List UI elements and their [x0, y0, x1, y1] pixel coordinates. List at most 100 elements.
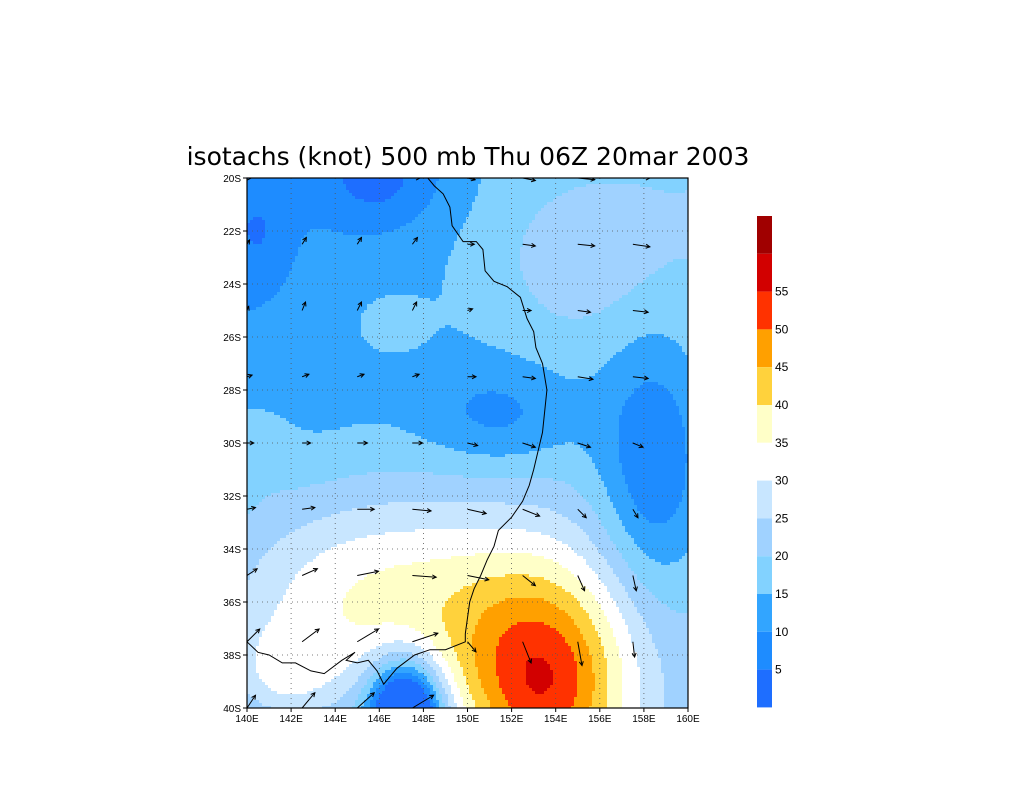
- isotach-field: [247, 178, 688, 708]
- wind-vector: [301, 628, 321, 643]
- y-axis: 20S 22S 24S 26S 28S 30S 32S 34S 36S 38S 40S: [223, 174, 247, 715]
- wind-vector: [467, 508, 488, 516]
- colorbar-swatch: [757, 631, 772, 670]
- wind-vector: [631, 641, 637, 659]
- wind-vector: [411, 301, 418, 311]
- wind-vector: [632, 375, 650, 381]
- colorbar-swatch: [757, 669, 772, 708]
- wind-vector: [522, 707, 524, 708]
- wind-vector: [301, 373, 310, 378]
- wind-vector: [412, 440, 424, 446]
- wind-vector: [577, 641, 584, 667]
- wind-vector: [412, 373, 421, 378]
- colorbar-label: 35: [775, 436, 789, 450]
- wind-vector: [522, 508, 541, 517]
- colorbar-swatch: [757, 556, 772, 594]
- y-tick-label: 30S: [223, 439, 241, 450]
- x-tick-label: 158E: [632, 714, 656, 725]
- colorbar-label: 25: [775, 511, 789, 525]
- wind-vector: [357, 440, 369, 446]
- y-tick-label: 36S: [223, 598, 241, 609]
- y-tick-label: 38S: [223, 651, 241, 662]
- colorbar-swatch: [757, 253, 772, 292]
- coastline-path: [247, 178, 548, 686]
- x-tick-label: 150E: [456, 714, 480, 725]
- wind-vector: [301, 567, 319, 576]
- wind-vector: [467, 442, 479, 448]
- wind-vector: [632, 243, 651, 249]
- y-tick-label: 26S: [223, 333, 241, 344]
- wind-vector: [247, 628, 261, 643]
- colorbar-label: 55: [775, 285, 789, 299]
- wind-vector: [247, 440, 255, 446]
- colorbar-swatch: [757, 216, 772, 254]
- wind-vector: [577, 508, 588, 519]
- x-tick-label: 142E: [279, 714, 303, 725]
- wind-vector: [577, 707, 579, 708]
- x-tick-label: 152E: [500, 714, 524, 725]
- wind-vector: [522, 308, 533, 313]
- colorbar-label: 15: [775, 587, 789, 601]
- wind-vector: [412, 694, 435, 708]
- wind-vector: [577, 376, 595, 382]
- wind-vector: [412, 508, 433, 514]
- wind-vector: [632, 575, 638, 592]
- colorbar-label: 10: [775, 625, 789, 639]
- colorbar-swatch: [757, 405, 772, 443]
- wind-vector: [357, 569, 380, 576]
- wind-vector: [522, 375, 537, 381]
- wind-vector: [412, 632, 439, 643]
- y-tick-label: 32S: [223, 492, 241, 503]
- wind-vector: [632, 508, 639, 519]
- wind-vector: [467, 641, 477, 653]
- y-tick-label: 24S: [223, 280, 241, 291]
- colorbar-label: 20: [775, 549, 789, 563]
- y-tick-label: 28S: [223, 386, 241, 397]
- x-tick-label: 148E: [412, 714, 436, 725]
- x-tick-label: 156E: [588, 714, 612, 725]
- y-tick-label: 34S: [223, 545, 241, 556]
- wind-vector: [577, 442, 592, 449]
- x-tick-label: 146E: [368, 714, 392, 725]
- wind-vector: [411, 236, 419, 245]
- wind-vector: [412, 574, 438, 580]
- wind-vector: [357, 373, 366, 378]
- colorbar-swatch: [757, 329, 772, 368]
- wind-vector: [302, 505, 316, 511]
- wind-vector: [522, 641, 533, 665]
- wind-vector: [356, 236, 363, 245]
- colorbar: 5 10 15 20 25 30 35 40 45 50 55: [757, 216, 789, 708]
- wind-vector: [356, 628, 380, 643]
- x-tick-label: 144E: [324, 714, 348, 725]
- wind-vector: [301, 300, 307, 311]
- wind-vector: [301, 236, 307, 245]
- wind-vector: [577, 309, 592, 315]
- wind-vector: [247, 694, 257, 708]
- chart-title: isotachs (knot) 500 mb Thu 06Z 20mar 200…: [187, 142, 750, 171]
- wind-vector: [356, 301, 363, 311]
- wind-vector: [247, 568, 259, 576]
- x-tick-label: 160E: [676, 714, 700, 725]
- coastline: [247, 178, 548, 686]
- wind-vector: [357, 506, 376, 512]
- colorbar-swatch: [757, 442, 772, 481]
- wind-vector: [247, 505, 257, 511]
- wind-vector: [577, 243, 596, 249]
- colorbar-label: 50: [775, 322, 789, 336]
- x-tick-label: 140E: [235, 714, 259, 725]
- colorbar-label: 5: [775, 663, 782, 677]
- wind-vector: [522, 575, 537, 587]
- wind-vector: [577, 575, 586, 592]
- wind-vector: [247, 239, 251, 245]
- colorbar-swatch: [757, 367, 772, 405]
- wind-vector: [467, 307, 474, 313]
- y-tick-label: 40S: [223, 704, 241, 715]
- x-axis: 140E 142E 144E 146E 148E 150E 152E 154E 156E 158E…: [235, 708, 700, 725]
- wind-vector: [467, 575, 490, 582]
- colorbar-label: 45: [775, 360, 789, 374]
- wind-vector: [467, 241, 476, 247]
- wind-vector: [632, 309, 650, 315]
- y-tick-label: 20S: [223, 174, 241, 185]
- colorbar-swatch: [757, 291, 772, 330]
